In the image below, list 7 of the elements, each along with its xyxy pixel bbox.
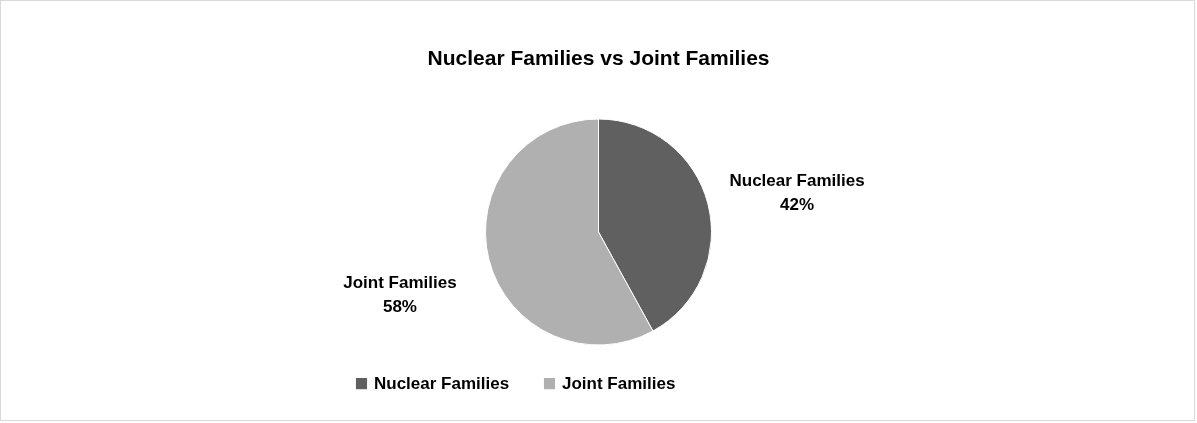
data-label: 58%	[382, 296, 417, 316]
slice-label: Joint Families	[343, 272, 457, 292]
data-label: 42%	[780, 195, 815, 215]
legend-label: Nuclear Families	[374, 373, 510, 393]
chart-title: Nuclear Families vs Joint Families	[427, 46, 770, 69]
legend-label: Joint Families	[562, 373, 676, 393]
slice-label: Nuclear Families	[729, 171, 865, 191]
